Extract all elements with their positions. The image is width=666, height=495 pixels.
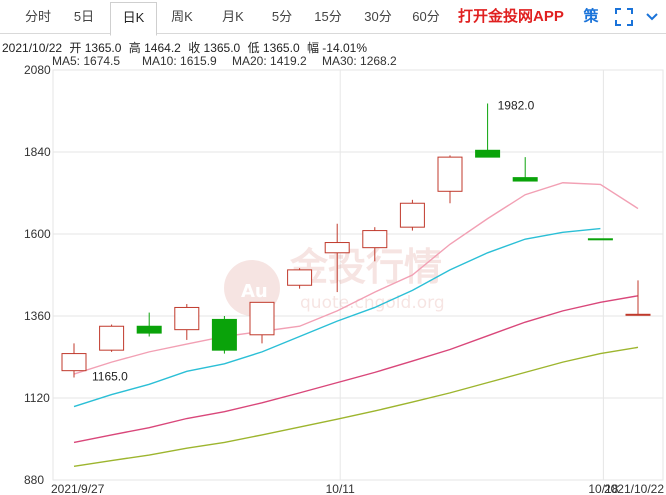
- fullscreen-icon[interactable]: [612, 0, 636, 33]
- candle: [399, 199, 425, 231]
- candle: [61, 343, 87, 378]
- candles: [61, 103, 651, 378]
- period-tabs: 分时 5日 日K 周K 月K 5分 15分 30分 60分 打开金投网APP 策: [0, 0, 666, 36]
- annotation-label: 1982.0: [498, 98, 535, 112]
- candle-body: [287, 269, 313, 286]
- tab-30min[interactable]: 30分: [364, 9, 392, 24]
- y-tick-label: 1360: [24, 309, 51, 323]
- y-tick-label: 1840: [24, 145, 51, 159]
- chevron-down-icon: [646, 13, 658, 21]
- info-open: 开 1365.0: [69, 41, 122, 55]
- candle-body: [211, 318, 237, 351]
- candle-body: [512, 177, 538, 182]
- tab-monthly-k[interactable]: 月K: [222, 9, 244, 24]
- moving-average-lines: [73, 182, 639, 468]
- tab-60min[interactable]: 60分: [412, 9, 440, 24]
- y-tick-labels: 880 1120 1360 1600 1840 2080: [24, 63, 51, 487]
- tab-daily-k[interactable]: 日K: [110, 2, 157, 36]
- ma30-legend: MA30: 1268.2: [322, 54, 397, 68]
- info-close: 收 1365.0: [188, 41, 241, 55]
- candle: [587, 238, 613, 241]
- info-high: 高 1464.2: [128, 41, 181, 55]
- info-low: 低 1365.0: [247, 41, 300, 55]
- strategy-button[interactable]: 策: [583, 8, 599, 25]
- tab-timeshare[interactable]: 分时: [24, 9, 51, 24]
- watermark: Au 金投行情 quote.cngold.org: [224, 245, 445, 316]
- candle: [99, 324, 125, 352]
- watermark-badge: Au: [241, 281, 268, 302]
- candle-body: [587, 238, 613, 241]
- info-change: 幅 -14.01%: [306, 41, 367, 55]
- candle: [136, 312, 162, 337]
- candle-body: [625, 313, 651, 316]
- fullscreen-icon-glyph: [615, 8, 633, 26]
- candle: [211, 316, 237, 354]
- ma5-line: [73, 182, 639, 375]
- watermark-text: 金投行情: [289, 245, 442, 289]
- candle: [324, 223, 350, 293]
- candle-body: [437, 156, 463, 192]
- candle: [625, 280, 651, 316]
- candle: [437, 155, 463, 204]
- candle: [512, 157, 538, 182]
- candle-body: [475, 149, 501, 158]
- x-tick-label: 10/11: [326, 482, 355, 495]
- candle-body: [399, 202, 425, 228]
- info-date: 2021/10/22: [2, 41, 63, 55]
- ohlc-info: 2021/10/22 开 1365.0 高 1464.2 收 1365.0 低 …: [2, 39, 371, 56]
- candle-body: [174, 306, 200, 331]
- candle-body: [99, 325, 125, 351]
- candle: [249, 301, 275, 344]
- grid-lines: [52, 69, 664, 481]
- annotations: 1165.0 1982.0: [92, 98, 535, 383]
- candle: [287, 268, 313, 289]
- tab-weekly-k[interactable]: 周K: [171, 9, 193, 24]
- ma10-line: [73, 227, 601, 408]
- candle: [174, 304, 200, 340]
- y-tick-label: 880: [24, 473, 44, 487]
- y-tick-label: 1600: [24, 227, 51, 241]
- open-app-link[interactable]: 打开金投网APP: [458, 8, 564, 25]
- ma20-legend: MA20: 1419.2: [232, 54, 307, 68]
- x-tick-label: 10/18: [588, 482, 618, 495]
- annotation-label: 1165.0: [92, 370, 128, 384]
- candle: [362, 227, 388, 262]
- candle-body: [324, 242, 350, 254]
- x-tick-label: 2021/10/22: [604, 482, 664, 495]
- y-tick-label: 2080: [24, 63, 51, 77]
- tab-15min[interactable]: 15分: [314, 9, 342, 24]
- ma30-line: [73, 346, 639, 468]
- x-tick-label: 2021/9/27: [51, 482, 105, 495]
- more-chevron-icon[interactable]: [642, 0, 662, 33]
- tab-5min[interactable]: 5分: [271, 9, 293, 24]
- tab-5day[interactable]: 5日: [73, 9, 95, 24]
- candle-body: [136, 325, 162, 334]
- watermark-url: quote.cngold.org: [300, 293, 445, 313]
- candle: [475, 103, 501, 158]
- candle-body: [61, 353, 87, 372]
- y-tick-label: 1120: [24, 391, 50, 405]
- ma20-line: [73, 295, 639, 444]
- ma5-legend: MA5: 1674.5: [52, 54, 121, 68]
- candle-body: [249, 301, 275, 336]
- ma10-legend: MA10: 1615.9: [142, 54, 217, 68]
- candle-body: [362, 230, 388, 249]
